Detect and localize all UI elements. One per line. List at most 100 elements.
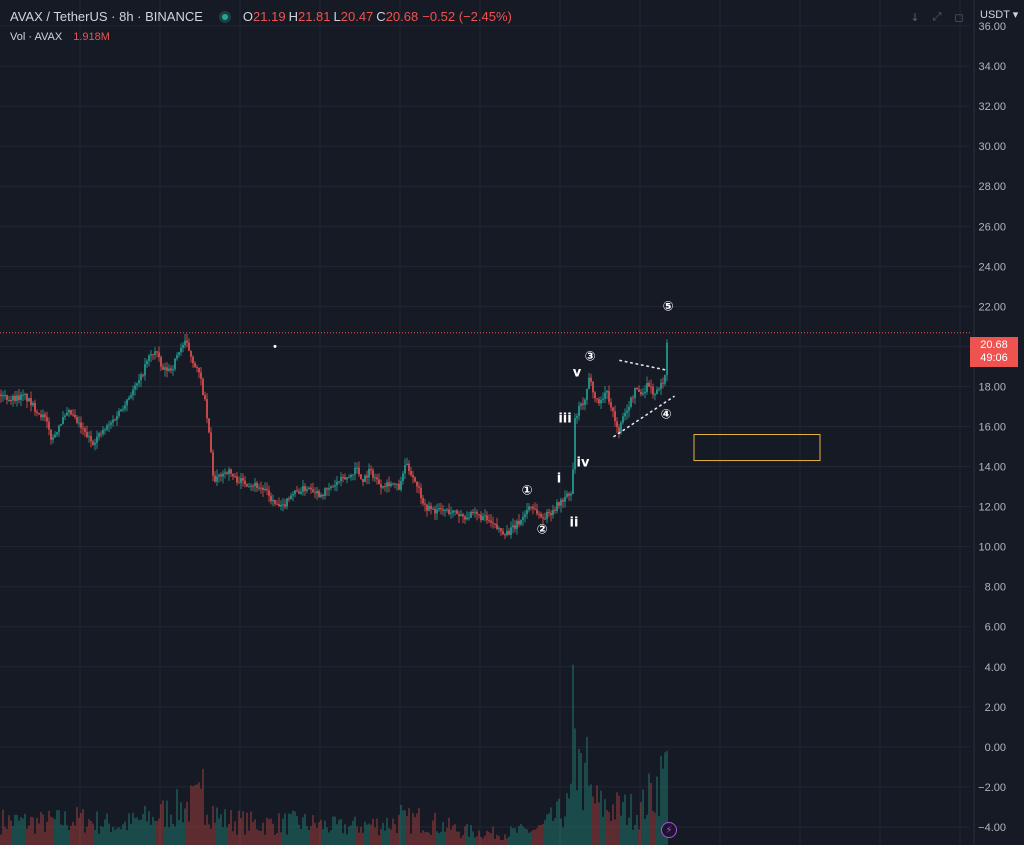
volume-bar [202,768,204,845]
volume-bar [408,808,410,845]
candle-body [42,414,44,418]
volume-bar [346,834,348,845]
volume-bar [104,819,106,845]
volume-bar [262,822,264,845]
volume-bar [44,831,46,845]
volume-bar [558,798,560,845]
volume-bar [460,837,462,845]
candle-body [530,506,532,508]
volume-bar [274,834,276,845]
volume-bar [152,816,154,845]
candle-body [504,534,506,536]
volume-bar [64,811,66,845]
candle-body [476,511,478,515]
candle-body [350,474,352,478]
candle-body [36,411,38,413]
candle-body [468,517,470,519]
candle-body [240,478,242,483]
volume-bar [182,822,184,845]
volume-bar [24,813,26,845]
volume-bar [528,832,530,845]
candle-body [560,499,562,506]
volume-bar [184,808,186,845]
candle-body [276,503,278,505]
candle-body [488,520,490,522]
lightning-icon[interactable]: ⚡ [661,822,677,838]
volume-bar [634,824,636,845]
expand-icon[interactable]: ⤢ [932,10,942,23]
y-tick-label: 2.00 [985,702,1006,714]
volume-bar [466,823,468,845]
candle-body [50,429,52,440]
volume-bar [194,785,196,845]
candle-body [520,519,522,525]
volume-bar [656,776,658,845]
volume-bar [238,810,240,845]
volume-bar [142,813,144,845]
volume-label[interactable]: Vol · AVAX [10,31,63,43]
candle-body [146,360,148,365]
y-tick-label: −2.00 [978,782,1006,794]
volume-bar [230,809,232,845]
volume-bar [278,813,280,845]
currency-selector[interactable]: USDT ▾ [980,8,1018,21]
candle-body [236,476,238,483]
candle-body [48,421,50,430]
volume-bar [452,825,454,845]
volume-bar [406,816,408,845]
candle-body [362,479,364,483]
wave-label: ③ [584,349,595,364]
volume-bar [368,823,370,845]
candle-body [372,470,374,478]
wave-label: ④ [660,407,671,422]
candle-body [608,391,610,403]
candle-body [612,407,614,412]
volume-bar [532,829,534,845]
y-tick-label: 14.00 [978,462,1006,474]
candle-body [550,513,552,516]
candle-body [68,410,70,413]
volume-bar [218,818,220,845]
symbol-title[interactable]: AVAX / TetherUS · 8h · BINANCE [10,9,203,24]
volume-bar [590,784,592,845]
candle-body [100,433,102,435]
candle-body [596,398,598,400]
target-zone-box [693,434,821,462]
volume-bar [260,830,262,845]
y-tick-label: 28.00 [978,181,1006,193]
volume-bar [434,812,436,845]
candle-body [116,415,118,420]
candle-body [566,493,568,497]
volume-bar [192,786,194,845]
volume-bar [426,831,428,845]
candle-body [344,477,346,480]
arrow-down-icon[interactable]: ↓ [910,10,920,24]
candle-body [272,499,274,502]
volume-bar [236,834,238,845]
volume-bar [256,829,258,845]
volume-bar [50,816,52,845]
volume-bar [212,805,214,845]
volume-bar [534,829,536,845]
candle-body [638,389,640,392]
candle-body [408,463,410,471]
volume-bar [640,802,642,845]
candle-body [390,483,392,487]
candle-body [524,514,526,517]
volume-bar [648,773,650,845]
candle-body [538,513,540,515]
candle-body [644,391,646,393]
candle-body [212,452,214,476]
fullscreen-icon[interactable]: ◻ [954,10,964,24]
candle-body [70,410,72,415]
candle-body [154,351,156,355]
volume-bar [116,828,118,845]
price-axis[interactable]: 36.00 34.00 32.00 30.00 28.00 26.00 24.00 22.00… [973,0,1024,845]
candle-body [354,467,356,475]
volume-bar [468,836,470,845]
volume-bar [322,828,324,845]
candle-body [134,385,136,390]
candle-body [176,355,178,359]
candle-body [20,394,22,401]
